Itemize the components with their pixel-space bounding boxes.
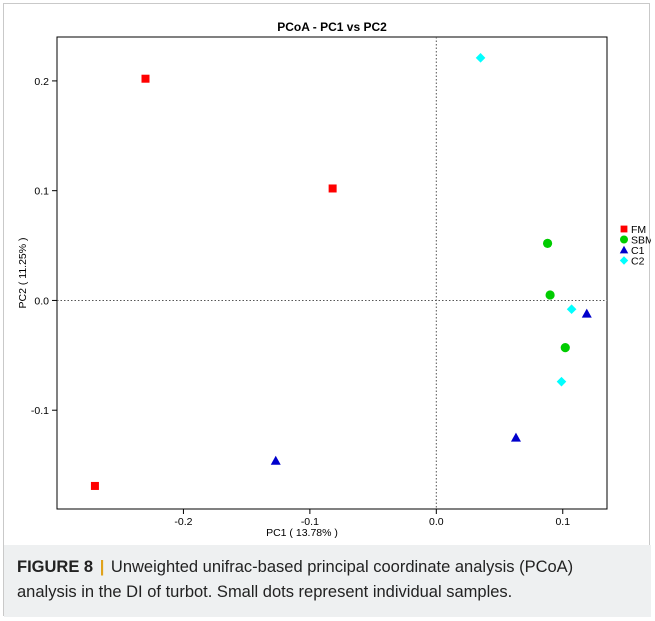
point-c1: [581, 308, 592, 318]
point-fm: [90, 481, 99, 490]
x-tick-label: -0.1: [301, 516, 319, 528]
point-c1: [510, 432, 521, 442]
point-c2: [566, 304, 577, 315]
x-tick-label: 0.0: [429, 516, 444, 528]
y-tick-label: 0.1: [34, 186, 49, 198]
pcoa-chart: PCoA - PC1 vs PC2 -0.2 -0.1 0.0 0.1 -0.1 0.0 0.…: [17, 20, 651, 539]
point-sbm: [542, 238, 553, 248]
legend-label-c2: C2: [631, 256, 645, 268]
x-tick-label: -0.2: [174, 516, 192, 528]
legend-label-c1: C1: [631, 245, 645, 257]
point-fm: [328, 184, 337, 193]
y-axis-label: PC2 ( 11.25% ): [17, 237, 29, 308]
point-c2: [556, 376, 567, 387]
chart-title: PCoA - PC1 vs PC2: [277, 20, 387, 34]
legend-label-fm: FM: [631, 224, 646, 236]
caption-separator: |: [99, 558, 105, 576]
point-sbm: [560, 343, 570, 353]
y-tick-label: 0.2: [34, 76, 49, 88]
plot-area: [56, 36, 608, 510]
point-c1: [270, 455, 281, 465]
x-axis-label: PC1 ( 13.78% ): [266, 527, 338, 539]
x-tick-label: 0.1: [555, 516, 570, 528]
y-tick-label: -0.1: [31, 405, 49, 417]
legend-marker-c1: [619, 245, 629, 254]
legend-marker-c2: [619, 256, 629, 265]
figure-frame: PCoA - PC1 vs PC2 -0.2 -0.1 0.0 0.1 -0.1 0.0 0.…: [3, 3, 651, 617]
point-c2: [475, 53, 486, 63]
caption-text: Unweighted unifrac-based principal coord…: [17, 558, 574, 601]
legend-label-sbm: SBM: [631, 235, 651, 247]
point-sbm: [545, 290, 555, 300]
figure-label: FIGURE 8: [17, 558, 94, 576]
legend-marker-sbm: [620, 235, 628, 244]
y-tick-label: 0.0: [34, 295, 49, 307]
caption-band: FIGURE 8 | Unweighted unifrac-based prin…: [4, 545, 651, 617]
point-fm: [141, 74, 150, 83]
figure-caption: FIGURE 8 | Unweighted unifrac-based prin…: [17, 555, 637, 605]
legend-marker-fm: [620, 225, 628, 233]
